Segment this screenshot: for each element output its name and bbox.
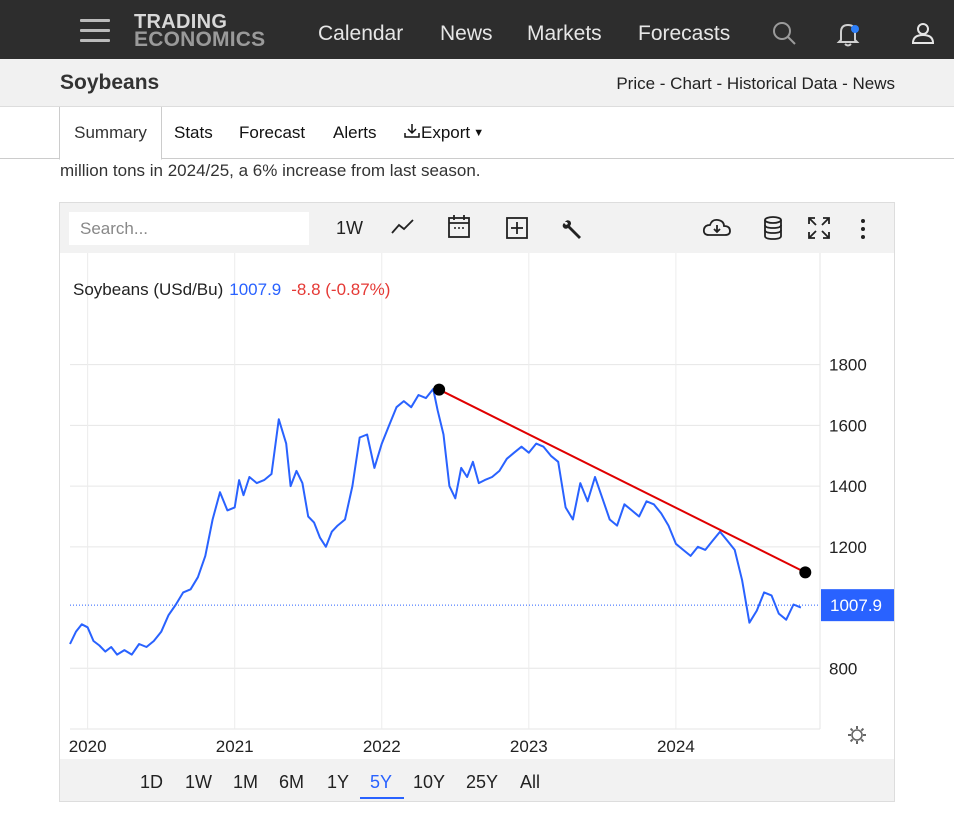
range-button-1w[interactable]: 1W bbox=[185, 772, 212, 792]
last-price-tag: 1007.9 bbox=[821, 589, 894, 622]
range-button-5y[interactable]: 5Y bbox=[370, 772, 393, 792]
range-button-1y[interactable]: 1Y bbox=[327, 772, 350, 792]
more-icon[interactable] bbox=[858, 218, 868, 240]
user-icon[interactable] bbox=[910, 20, 936, 46]
price-tag-text: 1007.9 bbox=[830, 596, 882, 615]
search-icon[interactable] bbox=[771, 20, 797, 46]
trend-line bbox=[438, 388, 806, 574]
top-nav: TRADING ECONOMICS Calendar News Markets … bbox=[0, 0, 954, 59]
calendar-icon[interactable] bbox=[447, 214, 471, 240]
nav-link-calendar[interactable]: Calendar bbox=[318, 22, 404, 45]
range-button-all[interactable]: All bbox=[520, 772, 541, 792]
range-selector: 1D 1W 1M 6M 1Y 5Y 10Y 25Y All bbox=[60, 759, 894, 801]
tab-export[interactable]: Export ▼ bbox=[403, 123, 484, 143]
chart-legend: Soybeans (USd/Bu) 1007.9 -8.8 (-0.87%) bbox=[73, 280, 390, 299]
page-title: Soybeans bbox=[60, 71, 160, 94]
download-icon bbox=[404, 124, 420, 138]
active-range-underline bbox=[360, 797, 404, 799]
trend-line-anchor bbox=[433, 383, 446, 396]
trend-line-anchor bbox=[799, 566, 812, 579]
x-axis: 2020 2021 2022 2023 2024 bbox=[69, 737, 695, 756]
database-icon[interactable] bbox=[762, 215, 784, 241]
hamburger-menu-icon[interactable] bbox=[80, 19, 110, 43]
tab-forecast[interactable]: Forecast bbox=[239, 123, 306, 142]
wrench-icon[interactable] bbox=[561, 217, 585, 241]
chart-series bbox=[69, 383, 820, 656]
y-axis: 800 1200 1400 1600 1800 bbox=[829, 356, 867, 679]
interval-button[interactable]: 1W bbox=[336, 218, 363, 238]
price-tag-box bbox=[821, 589, 894, 622]
x-tick-label: 2022 bbox=[363, 737, 401, 756]
bell-icon[interactable] bbox=[835, 20, 863, 48]
y-tick-label: 1600 bbox=[829, 416, 867, 435]
range-button-25y[interactable]: 25Y bbox=[466, 772, 499, 792]
line-chart-icon[interactable] bbox=[390, 217, 416, 237]
nav-link-forecasts[interactable]: Forecasts bbox=[638, 22, 731, 45]
chart-grid bbox=[70, 253, 821, 730]
tab-alerts[interactable]: Alerts bbox=[333, 123, 377, 142]
caret-down-icon: ▼ bbox=[470, 127, 485, 139]
fullscreen-icon[interactable] bbox=[807, 216, 831, 240]
x-tick-label: 2024 bbox=[657, 737, 695, 756]
range-button-1d[interactable]: 1D bbox=[140, 772, 164, 792]
range-button-6m[interactable]: 6M bbox=[279, 772, 305, 792]
price-line bbox=[69, 388, 802, 656]
breadcrumb-links[interactable]: Price - Chart - Historical Data - News bbox=[616, 74, 895, 93]
y-tick-label: 800 bbox=[829, 659, 857, 678]
download-cloud-icon[interactable] bbox=[702, 217, 732, 239]
range-button-1m[interactable]: 1M bbox=[233, 772, 259, 792]
tab-summary[interactable]: Summary bbox=[59, 107, 162, 160]
x-tick-label: 2023 bbox=[510, 737, 548, 756]
x-tick-label: 2020 bbox=[69, 737, 107, 756]
y-tick-label: 1400 bbox=[829, 477, 867, 496]
price-chart[interactable]: 800 1200 1400 1600 1800 2020 2021 2022 2023 2024… bbox=[60, 253, 894, 759]
range-button-10y[interactable]: 10Y bbox=[413, 772, 446, 792]
tab-stats[interactable]: Stats bbox=[174, 123, 213, 142]
nav-link-markets[interactable]: Markets bbox=[527, 22, 602, 45]
notification-dot bbox=[851, 25, 859, 33]
summary-text: million tons in 2024/25, a 6% increase f… bbox=[60, 161, 481, 180]
settings-gear-icon[interactable] bbox=[848, 726, 866, 744]
tab-bar: Summary Stats Forecast Alerts Export ▼ bbox=[0, 107, 954, 160]
chart-widget: 1W bbox=[59, 202, 895, 802]
chart-toolbar: 1W bbox=[60, 203, 894, 253]
trading-economics-logo[interactable]: TRADING ECONOMICS bbox=[134, 11, 266, 51]
nav-link-news[interactable]: News bbox=[440, 22, 493, 45]
y-tick-label: 1200 bbox=[829, 538, 867, 557]
x-tick-label: 2021 bbox=[216, 737, 254, 756]
y-tick-label: 1800 bbox=[829, 356, 867, 375]
add-icon[interactable] bbox=[505, 216, 529, 240]
chart-search-input[interactable] bbox=[69, 212, 309, 245]
page-header: Soybeans Price - Chart - Historical Data… bbox=[0, 59, 954, 107]
